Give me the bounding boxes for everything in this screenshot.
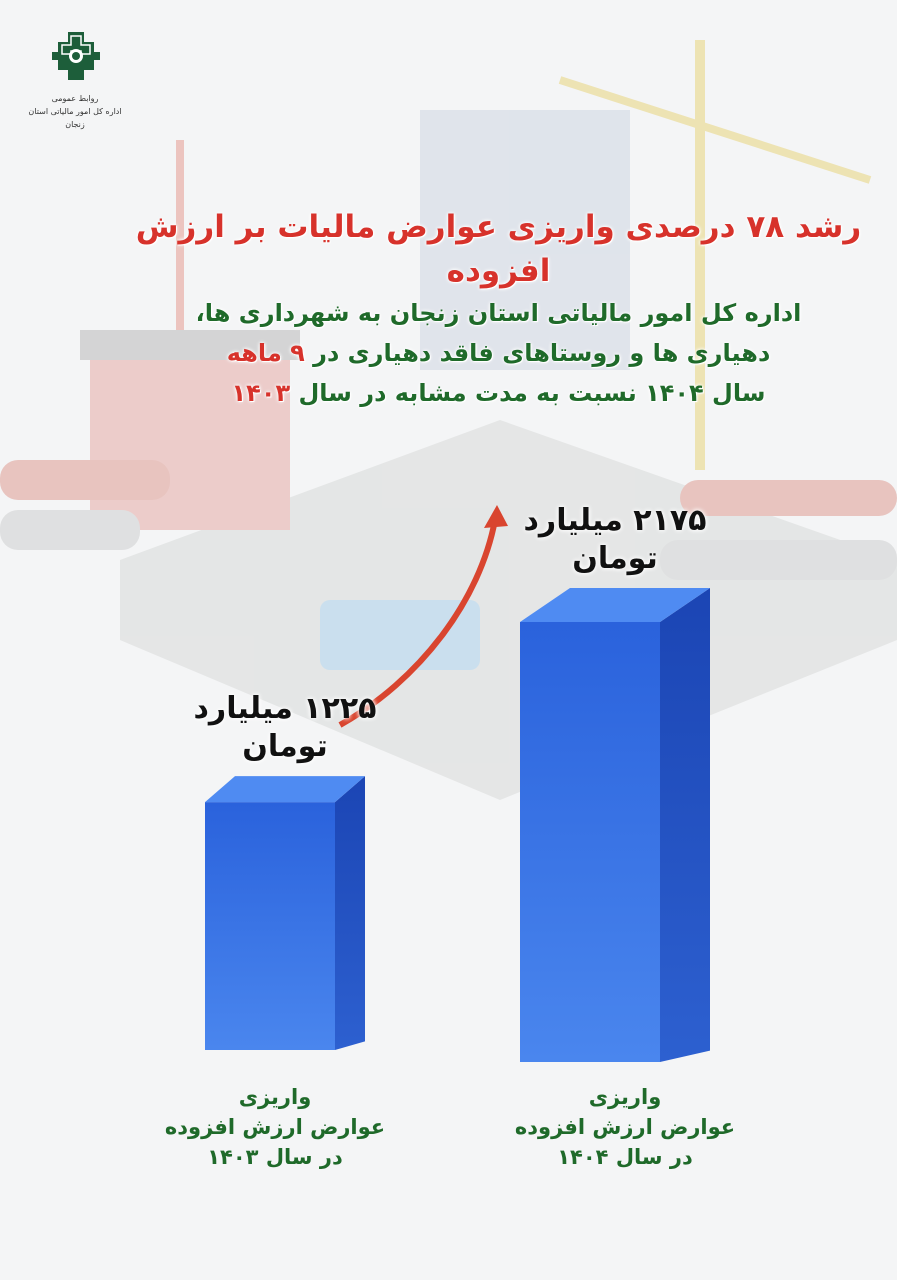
growth-arrow: [338, 519, 498, 728]
bar-top-face: [520, 588, 710, 622]
headline-line-2a: دهیاری ها و روستاهای فاقد دهیاری در: [313, 339, 771, 367]
headline-line-1: اداره کل امور مالیاتی استان زنجان به شهر…: [195, 299, 802, 327]
logo-line-2: اداره کل امور مالیاتی استان زنجان: [28, 107, 122, 129]
category-line-1: واریزی: [238, 1085, 312, 1109]
bar-value-unit: تومان: [242, 729, 328, 765]
headline-line-3b: ۱۴۰۳: [231, 379, 291, 407]
category-label-1404: واریزی عوارض ارزش افزوده در سال ۱۴۰۴: [510, 1082, 740, 1172]
bar-0: [205, 776, 365, 1050]
headline-line-3a: سال ۱۴۰۴ نسبت به مدت مشابه در سال: [298, 379, 766, 407]
bar-value-label-1403: ۱۲۲۵ میلیارد تومان: [170, 690, 400, 766]
headline: رشد ۷۸ درصدی واریزی عوارض مالیات بر ارزش…: [120, 205, 877, 413]
bar-value-unit: تومان: [572, 541, 658, 576]
growth-arrow-head: [484, 505, 508, 528]
bar-front-face: [205, 802, 335, 1050]
headline-title: رشد ۷۸ درصدی واریزی عوارض مالیات بر ارزش…: [135, 209, 862, 289]
logo-line-1: روابط عمومی: [51, 94, 99, 103]
category-line-1: واریزی: [588, 1085, 662, 1109]
category-line-3: در سال ۱۴۰۳: [207, 1145, 343, 1169]
headline-line-2b: ۹ ماهه: [226, 339, 305, 367]
bar-value-amount: ۲۱۷۵ میلیارد: [523, 503, 707, 538]
headline-line-2: دهیاری ها و روستاهای فاقد دهیاری در ۹ ما…: [120, 333, 877, 373]
logo-caption: روابط عمومی اداره کل امور مالیاتی استان …: [20, 92, 130, 131]
bar-value-label-1404: ۲۱۷۵ میلیارد تومان: [490, 502, 740, 578]
category-line-2: عوارض ارزش افزوده: [514, 1115, 736, 1139]
category-label-1403: واریزی عوارض ارزش افزوده در سال ۱۴۰۳: [160, 1082, 390, 1172]
bar-side-face: [335, 776, 365, 1050]
category-line-2: عوارض ارزش افزوده: [164, 1115, 386, 1139]
bar-value-amount: ۱۲۲۵ میلیارد: [193, 691, 377, 727]
bar-front-face: [520, 622, 660, 1062]
bar-top-face: [205, 776, 365, 803]
bar-1: [520, 588, 710, 1062]
bar-side-face: [660, 588, 710, 1062]
tax-organization-logo: [52, 32, 100, 80]
headline-line-3: سال ۱۴۰۴ نسبت به مدت مشابه در سال ۱۴۰۳: [120, 373, 877, 413]
category-line-3: در سال ۱۴۰۴: [557, 1145, 693, 1169]
